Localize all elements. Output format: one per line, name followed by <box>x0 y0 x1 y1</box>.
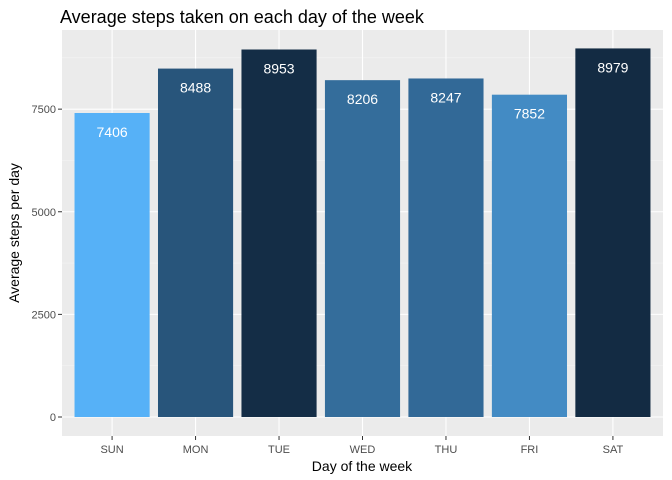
bar-data-label: 8953 <box>263 60 294 76</box>
x-tick-label: SUN <box>100 444 123 456</box>
bar-data-label: 8247 <box>430 89 461 105</box>
bar-sun <box>75 113 150 417</box>
y-tick-label: 5000 <box>32 207 56 219</box>
bar-data-label: 8206 <box>347 91 378 107</box>
bar-data-label: 7852 <box>514 106 545 122</box>
bar-thu <box>408 78 483 417</box>
y-tick-label: 2500 <box>32 309 56 321</box>
bar-data-label: 8979 <box>597 59 628 75</box>
x-tick-label: MON <box>183 444 209 456</box>
x-tick-label: TUE <box>268 444 290 456</box>
chart-title: Average steps taken on each day of the w… <box>60 7 425 27</box>
bar-tue <box>241 49 316 417</box>
x-tick-label: WED <box>350 444 376 456</box>
x-axis-title: Day of the week <box>312 458 413 474</box>
x-axis: SUN MON TUE WED THU FRI SAT <box>100 436 623 456</box>
x-tick-label: THU <box>435 444 458 456</box>
bar-data-label: 8488 <box>180 80 211 96</box>
bar-wed <box>325 80 400 417</box>
y-axis: 0 2500 5000 7500 <box>32 104 62 424</box>
bar-mon <box>158 69 233 417</box>
bar-fri <box>492 95 567 417</box>
bar-data-label: 7406 <box>97 124 128 140</box>
x-tick-label: SAT <box>603 444 624 456</box>
y-axis-title: Average steps per day <box>6 163 22 303</box>
y-tick-label: 0 <box>50 412 56 424</box>
x-tick-label: FRI <box>521 444 539 456</box>
bar-sat <box>575 48 650 417</box>
y-tick-label: 7500 <box>32 104 56 116</box>
